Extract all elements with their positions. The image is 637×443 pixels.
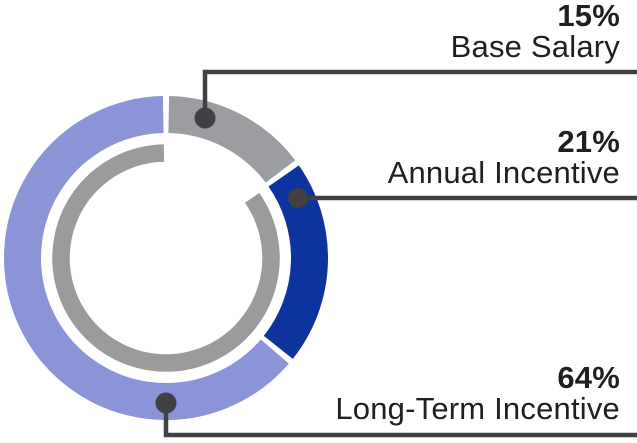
leader-line-long-term-incentive: [163, 403, 637, 438]
leader-dot-annual-incentive: [288, 188, 308, 208]
segment-name-long-term-incentive: Long-Term Incentive: [335, 391, 620, 426]
leader-line-base-salary: [202, 69, 637, 118]
label-long-term-incentive: 64% Long-Term Incentive: [335, 362, 620, 424]
segment-name-annual-incentive: Annual Incentive: [387, 155, 620, 190]
segment-percent-long-term-incentive: 64%: [557, 360, 620, 395]
leader-dot-base-salary: [194, 107, 216, 129]
segment-name-base-salary: Base Salary: [450, 29, 620, 64]
inner-ring-arc: [52, 144, 280, 372]
segment-percent-annual-incentive: 21%: [557, 124, 620, 159]
donut-segment-long-term-incentive: [4, 96, 289, 420]
segment-percent-base-salary: 15%: [557, 0, 620, 33]
donut-segment-base-salary: [167, 96, 296, 184]
label-base-salary: 15% Base Salary: [451, 0, 620, 62]
label-annual-incentive: 21% Annual Incentive: [388, 126, 620, 188]
leader-dot-long-term-incentive: [155, 392, 177, 414]
